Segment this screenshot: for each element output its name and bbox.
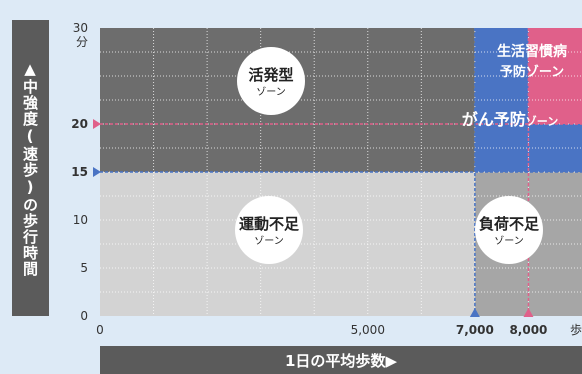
zone-fuka-title: 負荷不足 [479,215,540,233]
x-tick-label: 8,000 [509,323,547,337]
threshold-marker-x-8,000 [523,308,534,317]
y-tick-label: 5 [80,261,88,275]
threshold-marker-y-15 [93,167,101,177]
y-axis-label-bar: ▲中強度(速歩)の歩行時間 [12,20,49,316]
zone-fuka-badge [475,196,543,264]
zone-katsuhatsu-subtitle: ゾーン [256,86,286,98]
zone-katsuhatsu-badge [237,47,305,115]
zone-gan-subtitle: ゾーン [526,114,558,128]
zone-fuka-subtitle: ゾーン [494,235,524,247]
zone-gan-title: がん予防 [462,110,526,129]
y-tick-label: 30 [73,21,88,35]
zone-undo-badge [235,196,303,264]
y-tick-label: 15 [71,165,88,179]
zone-katsuhatsu-title: 活発型 [248,66,293,84]
zone-seikatsu-title: 生活習慣病 [497,43,567,60]
x-axis-unit: 歩 [570,322,582,337]
x-tick-label: 5,000 [351,323,385,337]
x-axis-label-bar: 1日の平均歩数▶ [100,346,582,374]
zone-undo-title: 運動不足 [239,215,300,233]
threshold-marker-y-20 [93,119,101,129]
threshold-marker-x-7,000 [469,308,480,317]
zone-undo-subtitle: ゾーン [254,235,284,247]
y-tick-label: 10 [73,213,88,227]
y-tick-label: 0 [80,309,88,323]
x-axis-label: 1日の平均歩数▶ [285,351,397,370]
zone-gan-label: がん予防ゾーン [462,110,558,129]
y-axis-label: ▲中強度(速歩)の歩行時間 [21,59,39,277]
x-tick-label: 7,000 [456,323,494,337]
zone-seikatsu-subtitle: 予防ゾーン [500,64,564,80]
y-tick-label: 20 [71,117,88,131]
x-tick-label: 0 [96,323,104,337]
y-axis-unit: 分 [76,35,88,49]
zone-seikatsu-area [528,28,582,124]
